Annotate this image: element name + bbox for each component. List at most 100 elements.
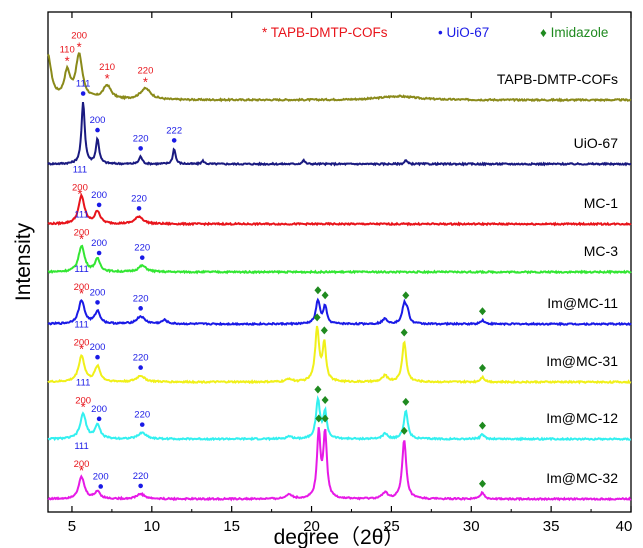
peak-marker-dot [139,255,145,260]
peak-label: 200 [74,337,90,348]
peak-label: 220 [131,193,147,204]
series-line-tapb-dmtp-cofs [47,52,632,103]
peak-label: 200 [74,282,90,293]
peak-label: 200 [90,287,106,298]
peak-label: 111 [74,319,88,330]
peak-marker-star: * [77,39,82,54]
series-line-mc-3 [47,244,632,275]
series-label-mc-3: MC-3 [584,243,618,259]
peak-marker-diamond [478,479,486,488]
peak-marker-diamond [313,313,321,322]
peak-label: 110 [60,45,75,56]
peak-marker-diamond [321,414,329,423]
peak-marker-star: * [81,400,86,415]
peak-marker-dot [80,91,86,96]
peak-label: 200 [74,459,90,470]
peak-marker-diamond [400,328,408,337]
legend-entry: ♦ Imidazole [540,25,608,40]
peak-marker-diamond [314,385,322,394]
peak-label: 220 [133,353,149,364]
x-axis-ticks: 5 10 15 20 25 30 35 40 [68,12,632,535]
legend-entry: * TAPB-DMTP-COFs [262,25,388,40]
peak-marker-diamond [400,426,408,435]
peak-label: 220 [134,410,150,421]
peak-marker-diamond [478,307,486,316]
peak-label: 111 [76,79,90,90]
series-label-mc-1: MC-1 [584,195,618,211]
peak-label: 111 [73,164,87,175]
peak-marker-dot [95,127,100,133]
peak-label: 200 [74,227,90,238]
peak-marker-diamond [478,363,486,372]
peak-label: 200 [90,115,106,126]
peak-label: 111 [74,441,88,452]
peak-label: 200 [91,190,107,201]
peak-marker-dot [138,483,143,489]
peak-marker-dot [136,206,142,211]
x-axis-title: degree（2θ） [274,526,405,548]
peak-marker-dot [96,250,102,256]
peak-marker-diamond [402,291,410,300]
series-label-uio-67: UiO-67 [574,135,619,151]
legend: * TAPB-DMTP-COFs • UiO-67 ♦ Imidazole [262,25,608,40]
peak-label: 222 [166,125,182,136]
peak-label: 200 [91,238,107,249]
legend-entry: • UiO-67 [438,25,489,40]
x-tick-label: 25 [383,518,400,535]
peak-marker-dot [96,202,102,208]
peak-label: 220 [133,133,149,144]
peak-label: 220 [133,293,149,304]
peak-label: 111 [74,264,88,275]
series-label-im-mc-31: Im@MC-31 [546,353,618,369]
peak-marker-dot [171,138,177,143]
series-label-im-mc-11: Im@MC-11 [547,295,618,311]
series-line-uio-67 [47,101,632,167]
peak-marker-star: * [79,463,84,478]
peak-label: 200 [71,30,87,41]
peak-marker-dot [98,484,104,489]
peak-marker-star: * [65,54,70,69]
peak-marker-star: * [77,186,82,201]
plot-frame [47,11,632,513]
peak-marker-star: * [79,286,84,301]
x-tick-label: 5 [68,518,76,535]
peak-marker-dot [139,422,145,427]
peak-label: 220 [138,65,154,76]
peak-marker-dot [138,365,143,370]
peak-label: 200 [91,404,107,415]
peak-marker-diamond [478,421,486,430]
series-label-tapb-dmtp-cofs: TAPB-DMTP-COFs [497,71,618,87]
peak-marker-dot [96,416,102,422]
series-curves [47,52,632,502]
y-axis-title: Intensity [12,222,35,301]
x-tick-label: 35 [543,518,560,535]
peak-marker-diamond [321,396,329,405]
peak-marker-star: * [79,341,84,356]
x-tick-label: 15 [223,518,240,535]
series-line-mc-1 [47,192,632,227]
peak-marker-diamond [320,326,328,335]
peak-label: 200 [75,396,91,407]
peak-marker-diamond [314,286,322,295]
peak-label: 200 [72,182,88,193]
peak-marker-dot [95,300,100,305]
peak-marker-dot [95,354,100,360]
peak-marker-diamond [402,397,410,406]
x-tick-label: 10 [143,518,160,535]
peak-marker-diamond [321,291,329,300]
peak-label: 200 [93,471,109,482]
peak-marker-dot [138,306,143,311]
x-tick-label: 20 [303,518,320,535]
x-tick-label: 30 [463,518,480,535]
series-line-im-mc-12 [47,395,632,442]
peak-label: 220 [134,243,150,254]
peak-label: 111 [76,378,90,389]
peak-label: 200 [90,342,106,353]
peak-label: 210 [99,62,115,73]
series-label-im-mc-12: Im@MC-12 [546,410,618,426]
peak-marker-star: * [105,71,110,86]
series-label-im-mc-32: Im@MC-32 [546,470,618,486]
